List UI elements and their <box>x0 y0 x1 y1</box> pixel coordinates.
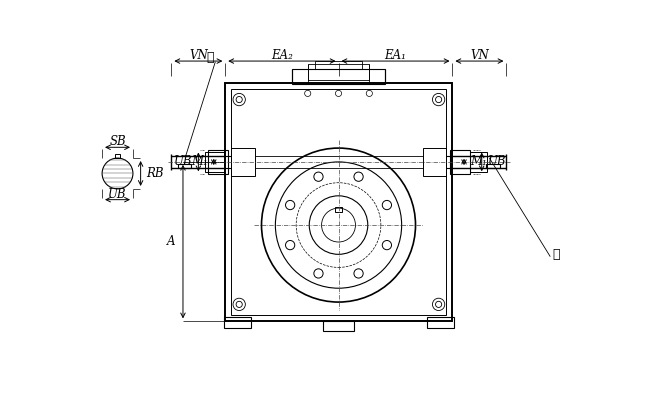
Bar <box>231 148 255 176</box>
Text: M₁: M₁ <box>191 155 207 168</box>
Bar <box>427 318 454 328</box>
Text: A: A <box>167 235 176 248</box>
Text: VN: VN <box>470 49 489 62</box>
Text: UB: UB <box>109 188 127 201</box>
Text: UB: UB <box>488 155 506 168</box>
Bar <box>423 148 447 176</box>
Text: VN: VN <box>189 49 208 62</box>
Text: EA₂: EA₂ <box>271 49 293 62</box>
Text: SB: SB <box>109 135 126 148</box>
Bar <box>470 152 487 172</box>
Text: M₁: M₁ <box>470 155 487 168</box>
Bar <box>486 164 500 168</box>
Bar <box>450 150 470 174</box>
Text: EA₁: EA₁ <box>385 49 406 62</box>
Bar <box>323 321 354 331</box>
Bar <box>335 207 342 212</box>
Bar <box>205 152 224 172</box>
Text: 键: 键 <box>552 248 560 261</box>
Bar <box>209 150 228 174</box>
Bar <box>115 154 120 158</box>
Text: RB: RB <box>146 167 164 180</box>
Bar <box>226 83 452 321</box>
Bar <box>224 318 251 328</box>
Bar <box>315 61 361 69</box>
Bar <box>231 89 447 315</box>
Bar <box>292 69 385 84</box>
Text: 键: 键 <box>206 52 214 65</box>
Text: UB: UB <box>174 155 192 168</box>
Bar <box>177 164 192 168</box>
Bar <box>307 64 369 80</box>
